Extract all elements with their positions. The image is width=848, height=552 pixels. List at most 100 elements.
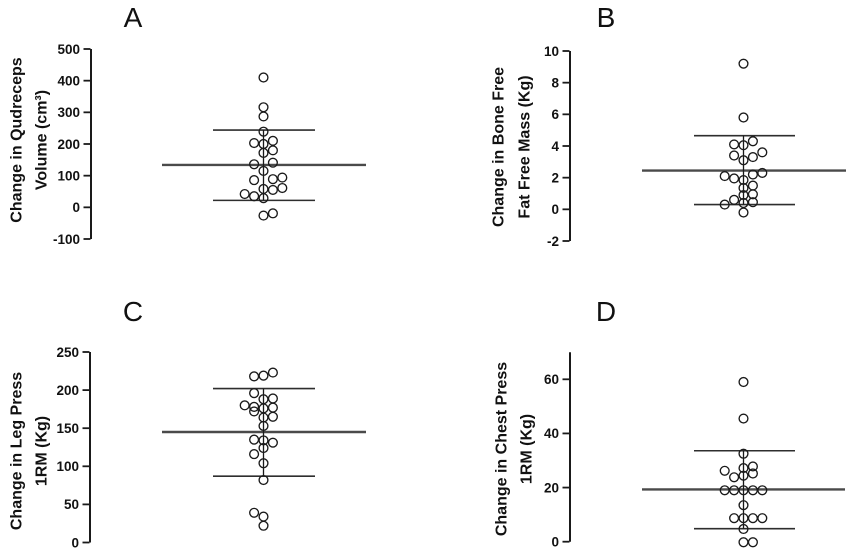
data-point — [258, 193, 269, 204]
data-point — [249, 371, 260, 382]
panel-c: C Change in Leg Press 1RM (Kg) 250 200 150… — [0, 276, 424, 552]
data-point — [729, 173, 740, 184]
y-axis-tick-label: 200 — [56, 383, 79, 398]
panel-c-ylabel-line2: 1RM (Kg) — [34, 416, 51, 486]
data-point — [738, 140, 749, 151]
data-point — [258, 474, 269, 486]
panel-d-ylabel-line2: 1RM (Kg) — [519, 414, 536, 484]
data-point — [267, 157, 278, 168]
data-point — [747, 180, 758, 191]
data-point — [757, 147, 768, 158]
y-axis-tick-label: 500 — [57, 42, 80, 57]
data-point — [258, 520, 269, 531]
data-point — [729, 472, 740, 483]
data-point — [239, 188, 250, 200]
data-point — [729, 513, 740, 524]
data-point — [258, 147, 269, 158]
data-point — [258, 111, 269, 122]
panel-a-ylabel-line1: Change in Qudreceps — [9, 57, 26, 222]
panel-d-chart: D Change in Chest Press 1RM (Kg) 60 40 20 0 — [494, 296, 845, 550]
data-point — [738, 500, 749, 511]
y-axis-tick-label: 50 — [64, 497, 79, 512]
data-point — [258, 102, 269, 113]
data-point — [258, 511, 269, 522]
data-point — [719, 199, 730, 210]
panel-b-chart: B Change in Bone Free Fat Free Mass (Kg)… — [491, 2, 846, 249]
data-point — [738, 155, 749, 166]
data-point — [738, 190, 749, 201]
data-point — [267, 393, 278, 404]
data-point — [757, 485, 768, 496]
data-point — [738, 470, 749, 481]
data-point — [738, 523, 749, 535]
data-point — [249, 507, 260, 518]
data-point — [258, 165, 269, 176]
y-axis-tick-label: 0 — [551, 202, 559, 217]
y-axis-tick-label: 0 — [72, 200, 80, 215]
data-point — [729, 139, 740, 150]
y-axis-tick-label: 400 — [57, 73, 80, 88]
data-point — [738, 58, 749, 69]
data-point — [267, 145, 278, 156]
panel-a-chart: A Change in Qudreceps Volume (cm³) 500 40… — [9, 2, 366, 247]
data-point — [267, 184, 278, 195]
data-point — [267, 208, 278, 219]
data-point — [738, 112, 749, 123]
data-point — [738, 182, 749, 194]
y-axis-tick-label: 40 — [544, 426, 559, 441]
panel-c-chart: C Change in Leg Press 1RM (Kg) 250 200 150… — [9, 296, 366, 550]
data-point — [738, 448, 749, 459]
data-point — [747, 513, 758, 524]
y-axis-tick-label: 6 — [551, 107, 559, 122]
data-point — [267, 437, 278, 448]
data-point — [258, 435, 269, 446]
y-axis-tick-label: 10 — [544, 44, 559, 59]
data-point — [757, 167, 768, 178]
data-point — [738, 174, 749, 186]
data-point — [267, 367, 278, 378]
y-axis-tick-label: 8 — [551, 75, 559, 90]
y-axis-tick-label: 150 — [56, 421, 79, 436]
data-point — [249, 449, 260, 460]
panel-d-plot-area: 60 40 20 0 — [544, 352, 845, 550]
y-axis-tick-label: 2 — [551, 170, 559, 185]
y-axis-tick-label: 250 — [56, 345, 79, 360]
y-axis-tick-label: 100 — [56, 459, 79, 474]
panel-b-plot-area: 10 8 6 4 2 0 -2 — [544, 44, 846, 249]
data-point — [729, 150, 740, 161]
data-point — [267, 174, 278, 185]
panel-c-ylabel-line1: Change in Leg Press — [9, 372, 26, 530]
y-axis-tick-label: 0 — [71, 535, 79, 550]
data-point — [747, 136, 758, 147]
data-point — [258, 420, 269, 431]
data-point — [277, 182, 288, 194]
panel-c-plot-area: 250 200 150 100 50 0 — [56, 345, 366, 550]
data-point — [249, 175, 260, 186]
y-axis-tick-label: 100 — [57, 168, 80, 183]
panel-d-title: D — [596, 296, 616, 327]
data-point — [249, 434, 260, 445]
panel-b-ylabel-line2: Fat Free Mass (Kg) — [517, 75, 534, 218]
panel-a-plot-area: 500 400 300 200 100 0 -100 — [53, 42, 366, 247]
data-point — [738, 537, 749, 548]
data-point — [249, 401, 260, 412]
y-axis-tick-label: 200 — [57, 137, 80, 152]
data-point — [267, 402, 278, 413]
data-point — [267, 135, 278, 146]
data-point — [719, 465, 730, 476]
data-point — [249, 159, 260, 170]
data-point — [738, 207, 749, 218]
data-point — [738, 413, 749, 424]
y-axis-tick-label: 60 — [544, 372, 559, 387]
data-point — [738, 376, 749, 388]
panel-a: A Change in Qudreceps Volume (cm³) 500 40… — [0, 0, 424, 276]
panel-b-ylabel-line1: Change in Bone Free — [491, 67, 508, 227]
data-point — [747, 461, 758, 472]
data-point — [267, 411, 278, 422]
y-axis-tick-label: 300 — [57, 105, 80, 120]
data-point — [258, 72, 269, 83]
y-axis-tick-label: 0 — [551, 535, 559, 550]
data-point — [729, 194, 740, 205]
data-point — [747, 537, 758, 548]
